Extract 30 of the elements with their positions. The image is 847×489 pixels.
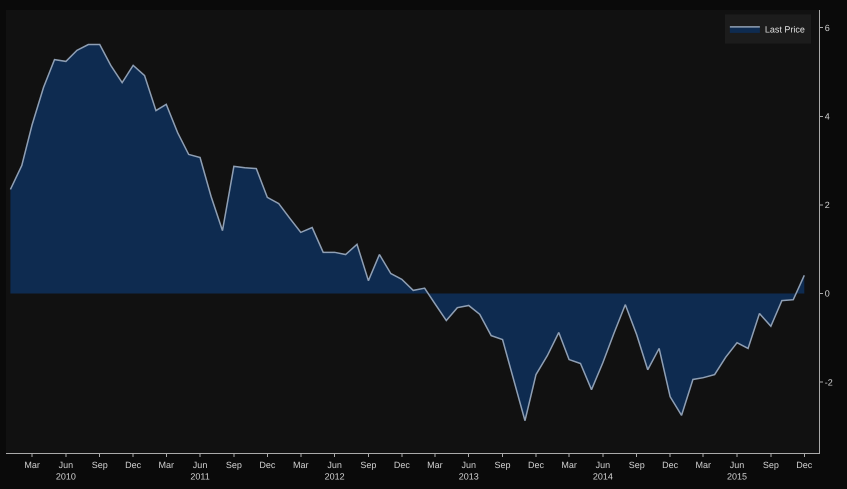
x-tick-label: Jun 2010 [56, 460, 76, 482]
x-tick-label: Sep [92, 460, 108, 470]
x-tick-label: Mar [158, 460, 174, 470]
y-tick-label: 6 [824, 22, 830, 33]
x-tick-label: Dec [125, 460, 142, 470]
x-tick-label: Sep [226, 460, 242, 470]
y-tick-label: -2 [824, 377, 833, 388]
x-tick-label: Jun 2015 [727, 460, 748, 482]
x-tick-label: Sep [360, 460, 376, 470]
y-tick-label: 0 [824, 288, 830, 299]
x-tick-label: Dec [259, 460, 276, 470]
x-tick-label: Dec [796, 460, 813, 470]
x-tick-label: Jun 2012 [324, 460, 345, 482]
x-tick-label: Mar [293, 460, 309, 470]
x-tick-label: Sep [494, 460, 511, 470]
x-tick-label: Sep [762, 460, 779, 470]
y-tick-label: 4 [824, 111, 830, 122]
x-tick-label: Mar [561, 460, 577, 470]
x-tick-label: Jun 2011 [190, 460, 210, 482]
legend-label: Last Price [764, 24, 805, 34]
x-tick-label: Sep [628, 460, 645, 470]
x-tick-label: Jun 2013 [458, 460, 479, 482]
x-tick-label: Mar [427, 460, 443, 470]
x-tick-label: Dec [394, 460, 410, 470]
x-tick-label: Mar [24, 460, 40, 470]
x-tick-label: Dec [528, 460, 544, 470]
x-tick-label: Jun 2014 [592, 460, 613, 482]
x-tick-label: Mar [695, 460, 711, 470]
x-tick-label: Dec [662, 460, 679, 470]
y-tick-label: 2 [824, 200, 830, 210]
